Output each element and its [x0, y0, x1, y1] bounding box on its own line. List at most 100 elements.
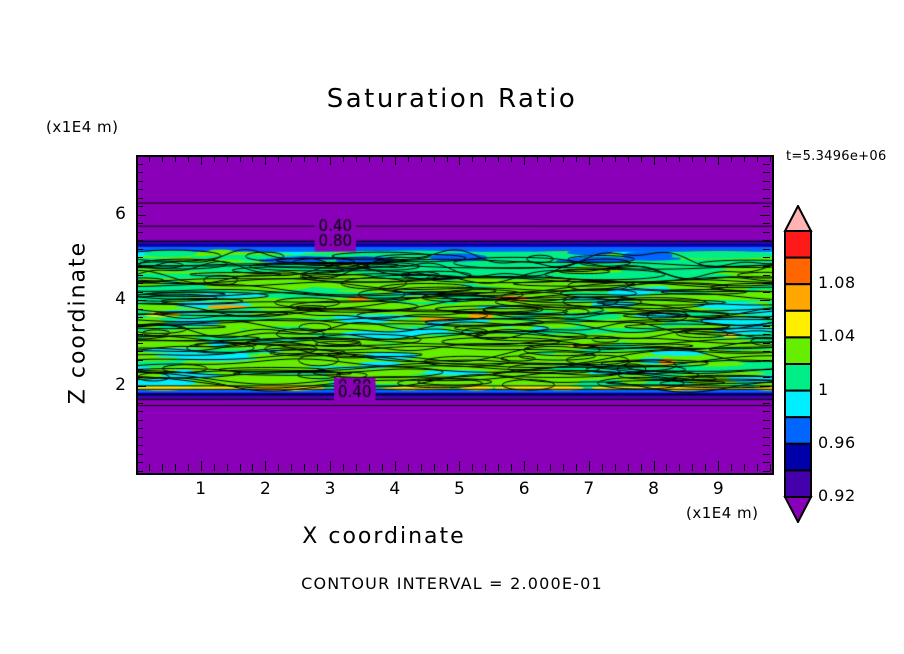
x-tick-top [368, 155, 370, 162]
x-tick-top [537, 155, 539, 162]
y-tick [136, 411, 143, 413]
y-tick-right [763, 283, 770, 285]
x-tick-top [692, 155, 694, 162]
y-tick [136, 206, 143, 208]
x-tick-top [524, 155, 526, 165]
x-tick [692, 464, 694, 471]
y-tick [136, 308, 143, 310]
y-tick-right [763, 453, 770, 455]
x-axis-title: X coordinate [302, 524, 466, 549]
y-tick [136, 197, 143, 199]
x-axis-units-label: (x1E4 m) [686, 504, 759, 522]
x-tick-top [550, 155, 552, 162]
y-tick [136, 445, 143, 447]
y-tick [136, 231, 143, 233]
x-tick [485, 464, 487, 471]
y-tick [136, 223, 143, 225]
y-tick [136, 240, 143, 242]
x-tick-top [679, 155, 681, 162]
x-tick-top [666, 155, 668, 162]
x-tick-label: 5 [454, 479, 465, 499]
x-tick-top [278, 155, 280, 162]
x-tick-top [148, 155, 150, 162]
x-tick [317, 464, 319, 471]
x-tick [770, 464, 771, 471]
contour-plot-area[interactable] [136, 155, 774, 475]
y-tick-right [763, 325, 770, 327]
y-tick-right [763, 342, 770, 344]
y-tick [136, 300, 146, 302]
x-tick [511, 464, 513, 471]
x-tick-top [187, 155, 189, 162]
x-tick-label: 8 [648, 479, 659, 499]
x-tick-top [588, 155, 590, 165]
x-tick-top [136, 155, 137, 162]
colorbar-tick-label: 0.92 [818, 486, 856, 505]
y-tick [136, 172, 143, 174]
x-tick-top [640, 155, 642, 162]
x-tick [187, 464, 189, 471]
x-tick [472, 464, 474, 471]
x-tick [731, 464, 733, 471]
x-tick-top [757, 155, 759, 162]
y-tick [136, 419, 143, 421]
y-tick-right [763, 428, 770, 430]
x-tick [368, 464, 370, 471]
y-tick-right [763, 368, 770, 370]
x-tick [614, 464, 616, 471]
x-tick-top [213, 155, 215, 162]
colorbar-tick-label: 1.08 [818, 273, 856, 293]
y-tick-right [763, 180, 770, 182]
x-tick [653, 461, 655, 471]
y-tick-right [763, 206, 770, 208]
x-tick [252, 464, 254, 471]
x-tick [304, 464, 306, 471]
y-tick [136, 291, 143, 293]
x-tick [757, 464, 759, 471]
x-tick-top [200, 155, 202, 165]
x-tick-top [265, 155, 267, 165]
y-tick-right [763, 172, 770, 174]
x-tick-top [226, 155, 228, 162]
contour-interval-label: CONTOUR INTERVAL = 2.000E-01 [301, 574, 603, 593]
x-tick [524, 461, 526, 471]
x-tick [537, 464, 539, 471]
colorbar[interactable] [783, 205, 813, 523]
y-tick [136, 257, 143, 259]
x-tick-top [562, 155, 564, 162]
x-tick-top [770, 155, 771, 162]
x-tick [343, 464, 345, 471]
x-tick [136, 464, 137, 471]
x-tick [200, 461, 202, 471]
y-tick [136, 462, 143, 464]
x-tick [601, 464, 603, 471]
x-tick-top [485, 155, 487, 162]
x-tick [265, 461, 267, 471]
y-tick [136, 325, 143, 327]
x-tick-label: 6 [518, 479, 530, 499]
y-tick [136, 248, 143, 250]
y-tick [136, 342, 143, 344]
x-tick-top [420, 155, 422, 162]
y-tick [136, 214, 146, 216]
y-tick-right [763, 189, 770, 191]
x-tick-label: 2 [259, 479, 271, 499]
y-tick [136, 266, 143, 268]
x-tick-top [744, 155, 746, 162]
x-tick [291, 464, 293, 471]
y-tick-right [763, 223, 770, 225]
x-tick [498, 464, 500, 471]
y-tick-right [760, 385, 770, 387]
y-tick [136, 351, 143, 353]
y-tick-label: 2 [115, 374, 126, 395]
y-tick [136, 453, 143, 455]
x-tick-top [472, 155, 474, 162]
y-tick [136, 274, 143, 276]
y-tick-right [763, 266, 770, 268]
x-tick [588, 461, 590, 471]
x-tick [420, 464, 422, 471]
x-tick [666, 464, 668, 471]
x-tick [394, 461, 396, 471]
contour-field-canvas [138, 157, 772, 473]
x-tick-top [511, 155, 513, 162]
